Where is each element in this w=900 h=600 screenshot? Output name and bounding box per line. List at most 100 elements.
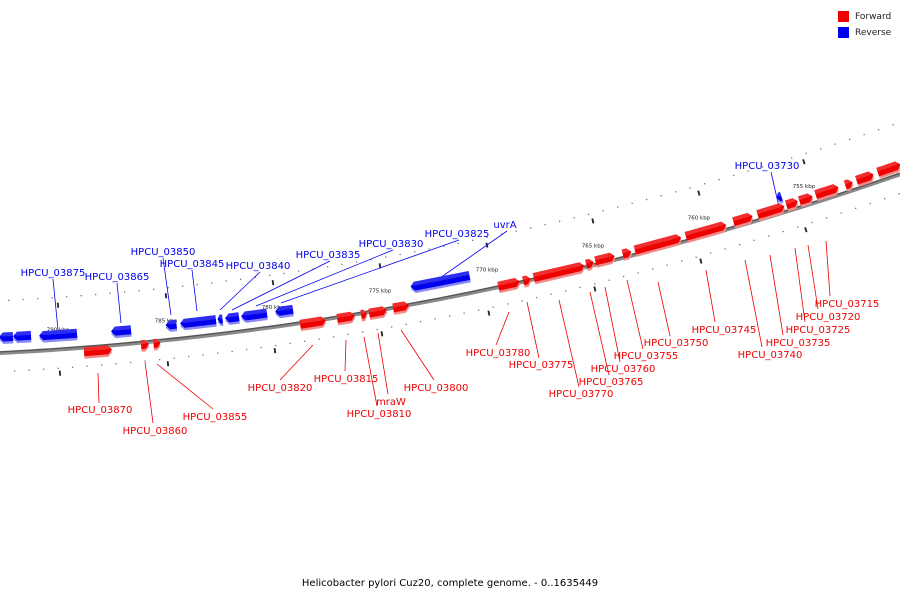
tick-dot — [579, 286, 581, 288]
tick-dot — [385, 256, 387, 258]
tick-dot — [681, 260, 683, 262]
gene-label: HPCU_03815 — [314, 374, 379, 385]
tick-dot — [536, 296, 538, 299]
leader-line — [770, 171, 780, 208]
tick-dot — [167, 287, 169, 289]
tick-dot — [196, 283, 198, 286]
tick-dot — [492, 306, 494, 308]
leader-line — [280, 239, 460, 304]
legend-item-forward: Forward — [838, 9, 898, 24]
leader-line — [363, 336, 378, 407]
tick-dot — [507, 303, 509, 305]
forward-gene-arrow — [299, 316, 327, 332]
forward-gene-arrow — [585, 258, 595, 271]
forward-gene-arrow — [360, 309, 368, 322]
tick-dot — [173, 357, 175, 359]
tick-dot — [298, 270, 300, 272]
tick-dot — [501, 233, 503, 235]
forward-gene-arrow — [532, 262, 585, 285]
tick-dot — [240, 278, 242, 280]
legend: Forward Reverse — [838, 9, 898, 41]
reverse-gene-arrow — [179, 315, 217, 331]
reverse-gene-arrow — [775, 191, 784, 204]
tick-dot — [463, 312, 465, 314]
tick-dot — [521, 300, 523, 302]
gene-label: HPCU_03835 — [296, 250, 361, 261]
gene-label: HPCU_03870 — [68, 405, 133, 416]
legend-label-reverse: Reverse — [855, 27, 892, 38]
gene-label: HPCU_03850 — [131, 247, 196, 258]
leader-line — [626, 279, 644, 350]
tick-dot — [805, 152, 807, 155]
tick-dot — [869, 202, 871, 205]
major-tick-lower — [273, 348, 277, 354]
leader-line — [255, 249, 394, 307]
tick-dot — [66, 296, 68, 298]
tick-dot — [14, 370, 16, 372]
leader-line — [495, 311, 510, 346]
tick-dot — [138, 290, 140, 292]
tick-dot — [898, 193, 900, 195]
forward-gene-arrow — [368, 306, 388, 321]
leader-line — [344, 339, 347, 372]
leader-line — [144, 361, 154, 424]
reverse-gene-arrow — [217, 314, 224, 327]
gene-label: HPCU_03845 — [160, 259, 225, 270]
tick-dot — [588, 213, 590, 215]
map-caption: Helicobacter pylori Cuz20, complete geno… — [301, 578, 599, 589]
tick-dot — [695, 256, 697, 258]
tick-dot — [318, 338, 320, 340]
leader-line — [807, 244, 819, 310]
forward-gene-arrow — [633, 234, 682, 257]
tick-dot — [617, 206, 619, 208]
leader-line — [52, 278, 59, 331]
tick-dot — [710, 252, 712, 254]
major-tick-upper — [378, 263, 382, 269]
minor-tick-dots — [8, 124, 900, 372]
gene-label: HPCU_03760 — [591, 364, 656, 375]
tick-dot — [182, 285, 184, 287]
scale-tick-label: 770 kbp — [476, 268, 499, 274]
tick-dot — [631, 202, 633, 204]
tick-dot — [623, 275, 625, 278]
tick-dot — [391, 326, 393, 328]
tick-dot — [878, 129, 880, 131]
gene-label: HPCU_03830 — [359, 239, 424, 250]
forward-gene-arrow — [756, 203, 786, 222]
major-tick-lower — [804, 227, 808, 233]
tick-dot — [124, 291, 126, 293]
tick-dot — [231, 350, 233, 352]
tick-dot — [225, 280, 227, 282]
tick-dot — [675, 191, 677, 193]
leader-line — [604, 286, 621, 363]
tick-dot — [130, 361, 132, 364]
tick-dot — [797, 226, 799, 228]
major-tick-upper — [164, 293, 168, 299]
tick-dot — [327, 266, 329, 268]
forward-gene-arrow — [83, 345, 113, 359]
gene-label: HPCU_03755 — [614, 351, 679, 362]
backbone-shadow — [0, 173, 900, 355]
tick-dot — [753, 239, 755, 241]
tick-dot — [472, 239, 474, 241]
forward-gene-arrow — [814, 184, 840, 202]
tick-dot — [762, 166, 764, 168]
tick-dot — [304, 340, 306, 342]
gene-label: mraW — [376, 397, 406, 408]
gene-label: HPCU_03780 — [466, 348, 531, 359]
tick-dot — [376, 328, 378, 331]
tick-dot — [573, 217, 575, 219]
tick-dot — [43, 368, 45, 370]
reverse-gene-arrow — [110, 325, 132, 339]
tick-dot — [144, 360, 146, 362]
label-leader-lines — [52, 171, 831, 424]
tick-dot — [782, 230, 784, 233]
leader-line — [526, 301, 540, 359]
reverse-gene-arrow — [410, 271, 471, 294]
tick-dot — [202, 354, 204, 356]
major-tick-lower — [380, 331, 384, 337]
leader-line — [219, 271, 261, 311]
gene-label: HPCU_03740 — [738, 350, 803, 361]
tick-dot — [80, 295, 82, 297]
leader-line — [705, 269, 716, 323]
